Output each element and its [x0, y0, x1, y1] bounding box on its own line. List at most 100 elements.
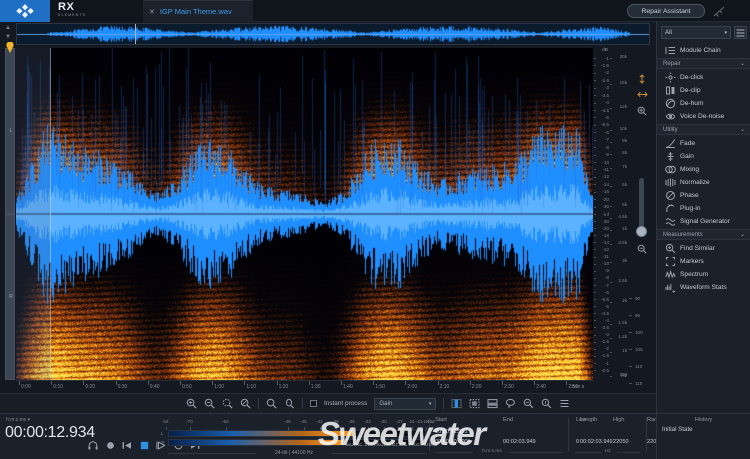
- freq-axis-tick: [610, 338, 612, 339]
- module-chain-item[interactable]: Module Chain: [657, 44, 750, 57]
- info-value-bottom[interactable]: 0: [576, 439, 580, 445]
- magnifier-minus-icon[interactable]: [204, 398, 215, 409]
- info-value-bottom[interactable]: 22050: [613, 439, 629, 445]
- freq-axis-label: 1.5k: [618, 320, 627, 325]
- module-group-header[interactable]: Repair ⌄: [657, 58, 750, 69]
- info-value-bottom[interactable]: 22050: [647, 439, 663, 445]
- history-item[interactable]: Initial State: [662, 426, 693, 433]
- zoom-slider-knob[interactable]: [636, 226, 647, 237]
- module-item-de-hum[interactable]: De-hum: [657, 97, 750, 110]
- assistant-wand-icon[interactable]: [712, 5, 728, 18]
- timecode-unit-label[interactable]: h:m:s.ms ▾: [6, 417, 31, 423]
- module-item-label: De-hum: [680, 100, 704, 107]
- channel-right[interactable]: R: [5, 214, 15, 380]
- magic-wand-icon[interactable]: [523, 398, 534, 409]
- module-item-phase[interactable]: Phase: [657, 189, 750, 202]
- list-lines-icon[interactable]: [734, 26, 747, 39]
- module-item-label: Mixing: [680, 166, 700, 173]
- module-item-signal-generator[interactable]: Signal Generator: [657, 215, 750, 228]
- mixing-icon: [664, 165, 676, 175]
- time-ruler-label: 1:40: [343, 384, 353, 390]
- module-group-header[interactable]: Utility ⌄: [657, 124, 750, 135]
- module-item-de-click[interactable]: De-click: [657, 71, 750, 84]
- zoom-expand-icon[interactable]: [633, 74, 651, 86]
- zoom-fit-icon[interactable]: [633, 90, 651, 101]
- chevron-down-icon[interactable]: ⌄: [739, 61, 745, 67]
- record-circle-icon[interactable]: [105, 440, 115, 450]
- db-axis-label: -6: [604, 129, 609, 135]
- stop-square-icon[interactable]: [139, 440, 149, 450]
- info-value-bottom[interactable]: 00:02:03.949: [580, 439, 613, 445]
- marker-pin-icon[interactable]: [6, 41, 14, 53]
- magnifier-selection-icon[interactable]: [222, 398, 233, 409]
- plugin-icon: [664, 204, 676, 214]
- module-group-title: Repair: [663, 60, 681, 67]
- module-item-waveform-stats[interactable]: Waveform Stats: [657, 281, 750, 294]
- close-icon[interactable]: ✕: [149, 8, 155, 16]
- module-group-header[interactable]: Measurements ⌄: [657, 229, 750, 240]
- freq-axis-label: 8k: [622, 150, 627, 155]
- module-item-spectrum[interactable]: Spectrum: [657, 268, 750, 281]
- list-icon[interactable]: [559, 398, 570, 409]
- instant-process-checkbox[interactable]: [310, 400, 317, 407]
- document-tab[interactable]: ✕ IGP Main Theme.wav: [143, 0, 253, 22]
- db-axis-label: -20: [602, 196, 609, 202]
- module-filter-select[interactable]: All ▾: [661, 26, 731, 39]
- db-axis-label: -1.5: [601, 353, 609, 359]
- db-axis-unit: dB: [602, 48, 608, 53]
- magnifier-reset-icon[interactable]: [240, 398, 251, 409]
- repair-assistant-button[interactable]: Repair Assistant: [627, 4, 705, 18]
- time-selection-icon[interactable]: [451, 398, 462, 409]
- playhead-cursor[interactable]: [50, 48, 51, 380]
- info-value-top[interactable]: 00:00:41.151: [435, 429, 468, 435]
- channel-left[interactable]: L: [5, 48, 15, 214]
- skip-back-icon[interactable]: [122, 440, 132, 450]
- info-value-bottom[interactable]: 00:00:00.000: [435, 439, 468, 445]
- db-axis-tick: [594, 58, 596, 59]
- module-item-find-similar[interactable]: Find Similar: [657, 242, 750, 255]
- magnifier-icon[interactable]: [266, 398, 277, 409]
- freq-axis-tick: [610, 262, 612, 263]
- rect-selection-icon[interactable]: [469, 398, 480, 409]
- time-ruler[interactable]: 0:00 0:10 0:20 0:30 0:40 0:50 1:00 1:10 1:20 1:30…: [16, 380, 593, 393]
- play-icon[interactable]: [156, 440, 166, 450]
- module-item-fade[interactable]: Fade: [657, 137, 750, 150]
- freq-axis-tick: [610, 186, 612, 187]
- overview-playhead[interactable]: [135, 24, 136, 44]
- meter-right-label: R: [161, 440, 165, 445]
- module-item-plug-in[interactable]: Plug-in: [657, 202, 750, 215]
- timecode-display[interactable]: 00:00:12.934: [5, 424, 95, 441]
- magnifier-plus-icon[interactable]: [186, 398, 197, 409]
- module-item-markers[interactable]: Markers: [657, 255, 750, 268]
- izotope-diamond-icon[interactable]: [0, 0, 50, 22]
- module-item-gain[interactable]: Gain: [657, 150, 750, 163]
- meter-scale-tick: [368, 427, 369, 430]
- lasso-icon[interactable]: [505, 398, 516, 409]
- time-ruler-tick: [308, 381, 310, 385]
- meter-scale-label: -36: [348, 419, 355, 424]
- db-axis-label: -1.5: [601, 63, 609, 69]
- info-value-bottom[interactable]: 00:02:03.949: [503, 439, 536, 445]
- process-select[interactable]: Gain ▾: [374, 397, 437, 410]
- waveform-overview[interactable]: [16, 23, 650, 45]
- magnifier-vertical-icon[interactable]: [284, 398, 295, 409]
- zoom-out-icon[interactable]: [633, 244, 651, 256]
- brush-select-icon[interactable]: [541, 398, 552, 409]
- chevron-down-icon[interactable]: ⌄: [739, 127, 745, 133]
- chevron-down-icon[interactable]: ⌄: [739, 232, 745, 238]
- time-selection-region[interactable]: [16, 48, 50, 380]
- overview-collapse-icon[interactable]: ▲ ▼: [5, 25, 11, 40]
- brand-sub: ELEMENTS: [58, 13, 87, 17]
- module-item-normalize[interactable]: Normalize: [657, 176, 750, 189]
- channel-labels: L R: [5, 48, 15, 380]
- module-item-voice-de-noise[interactable]: Voice De-noise: [657, 110, 750, 123]
- freq-selection-icon[interactable]: [487, 398, 498, 409]
- time-ruler-tick: [19, 381, 20, 385]
- headphones-icon[interactable]: [88, 440, 98, 450]
- module-item-de-clip[interactable]: De-clip: [657, 84, 750, 97]
- zoom-in-icon[interactable]: [633, 106, 651, 118]
- zoom-slider-track[interactable]: [639, 178, 644, 234]
- module-item-mixing[interactable]: Mixing: [657, 163, 750, 176]
- spectrogram-view[interactable]: [16, 48, 593, 380]
- db-axis-label: -3.5: [601, 92, 609, 98]
